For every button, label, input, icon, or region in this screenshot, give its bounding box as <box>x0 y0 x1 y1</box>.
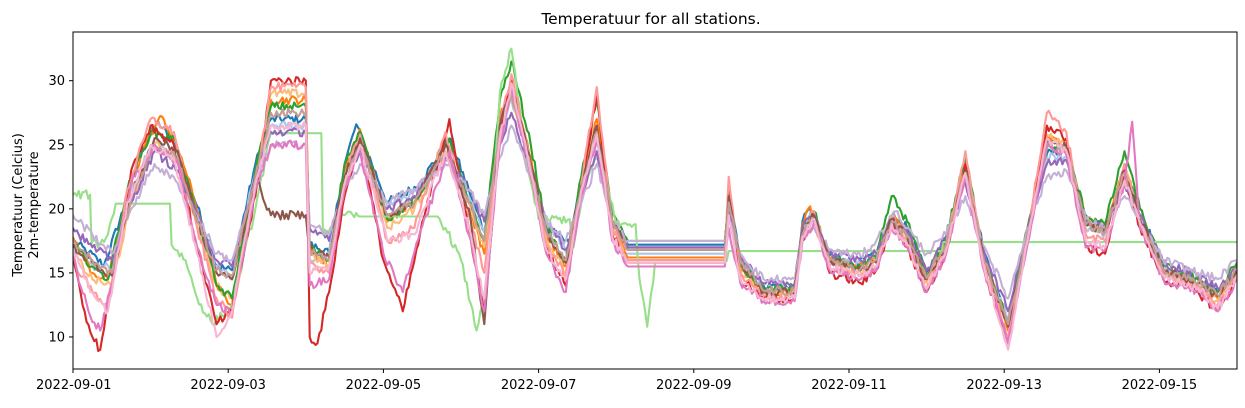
chart-title: Temperatuur for all stations. <box>540 10 760 28</box>
series-line-12 <box>73 92 1237 326</box>
series-group <box>73 47 1237 353</box>
axes-frame <box>72 31 1238 370</box>
x-tick-label: 2022-09-15 <box>1122 378 1198 393</box>
x-tick-label: 2022-09-09 <box>656 378 732 393</box>
series-line-13 <box>73 86 1237 345</box>
y-tick-label: 25 <box>48 138 65 153</box>
y-axis-label-line-2: 2m-temperature <box>27 151 42 258</box>
series-line-8 <box>73 73 1237 339</box>
y-tick-label: 30 <box>48 74 65 89</box>
x-tick-label: 2022-09-07 <box>501 378 577 393</box>
x-tick-label: 2022-09-05 <box>346 378 422 393</box>
x-tick-label: 2022-09-13 <box>966 378 1042 393</box>
y-axis-label-group: Temperatuur (Celcius) 2m-temperature <box>11 133 42 278</box>
x-tick-label: 2022-09-01 <box>36 378 112 393</box>
y-tick-label: 15 <box>48 266 65 281</box>
y-tick-label: 10 <box>48 330 65 345</box>
series-line-14 <box>73 82 1237 351</box>
y-tick-label: 20 <box>48 202 65 217</box>
plot-area: 10 15 20 25 30 2022-09-01 2022-09-03 2022-09-05… <box>36 31 1238 393</box>
y-axis-label-line-1: Temperatuur (Celcius) <box>11 133 26 278</box>
x-tick-label: 2022-09-11 <box>811 378 887 393</box>
x-tick-label: 2022-09-03 <box>190 378 266 393</box>
